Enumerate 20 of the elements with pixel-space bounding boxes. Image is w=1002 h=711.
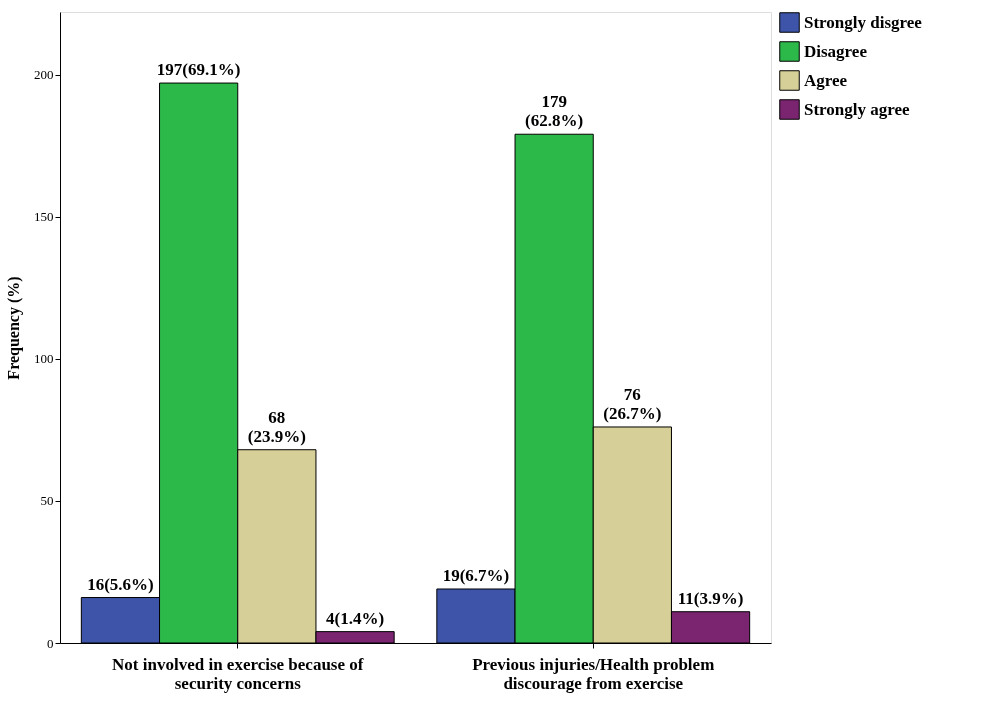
data-label: 16(5.6%) xyxy=(87,574,154,594)
data-label: 76 (26.7%) xyxy=(603,384,662,423)
x-tick-label: Previous injuries/Health problem discourage from exercise xyxy=(472,654,715,693)
data-label: 4(1.4%) xyxy=(326,608,385,628)
y-axis-title: Frequency (%) xyxy=(5,276,23,380)
legend-label: Agree xyxy=(804,70,848,90)
data-label: 197(69.1%) xyxy=(156,60,241,80)
data-label: 179 (62.8%) xyxy=(525,92,584,131)
y-tick-label: 150 xyxy=(34,209,54,225)
y-tick-label: 50 xyxy=(40,493,54,509)
data-label: 68 (23.9%) xyxy=(247,407,306,446)
legend-label: Disagree xyxy=(804,41,868,61)
x-tick-label: Not involved in exercise because of security concerns xyxy=(112,654,364,693)
y-tick-label: 100 xyxy=(34,351,54,367)
data-label: 19(6.7%) xyxy=(442,566,510,585)
data-label: 11(3.9%) xyxy=(677,588,744,608)
y-tick-label: 0 xyxy=(47,635,54,651)
legend-label: Strongly agree xyxy=(804,99,911,119)
legend-label: Strongly disgree xyxy=(804,12,923,32)
y-tick-label: 200 xyxy=(34,67,54,83)
